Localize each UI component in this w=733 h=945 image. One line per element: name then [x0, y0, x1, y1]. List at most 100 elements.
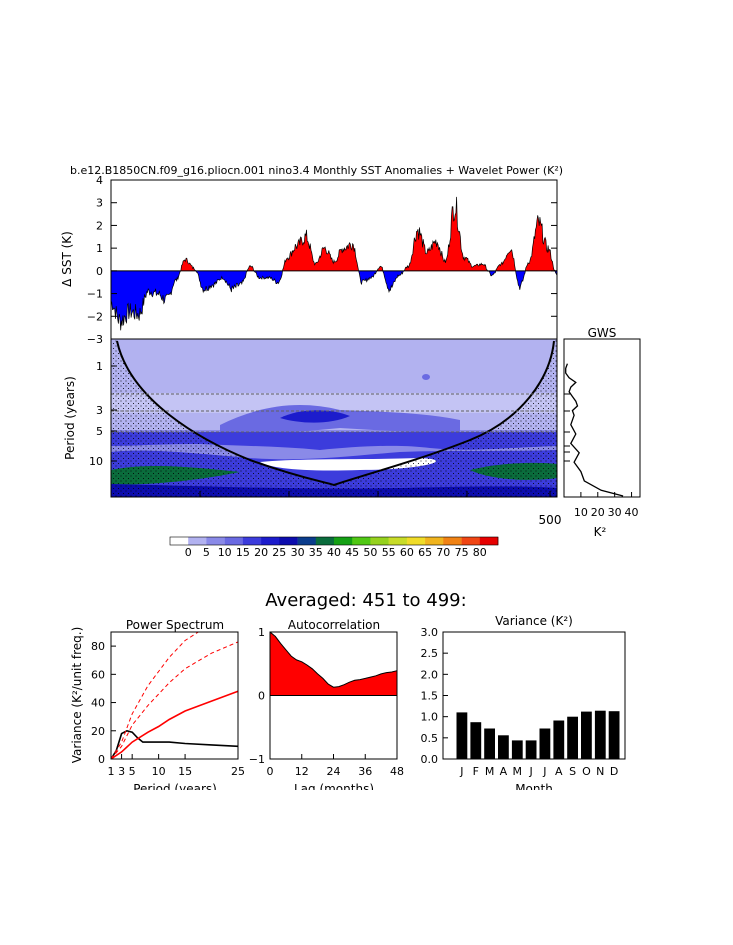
variance-y-tick-label: 1.5 [421, 690, 439, 703]
wavelet-band-5yr [111, 432, 557, 450]
legend-tick-label: 30 [291, 546, 305, 559]
power-spectrum-significance-95 [111, 641, 238, 759]
variance-y-tick-label: 2.0 [421, 668, 439, 681]
figure-title: b.e12.B1850CN.f09_g16.pliocn.001 nino3.4… [70, 164, 563, 177]
legend-tick-label: 70 [436, 546, 450, 559]
legend-swatch [224, 537, 244, 545]
legend-swatch [297, 537, 317, 545]
legend-tick-label: 5 [203, 546, 210, 559]
legend-swatch [242, 537, 262, 545]
variance-month-label: F [473, 765, 479, 778]
sst-y-tick-label: −2 [87, 310, 103, 323]
power-spectrum-panel: Power Spectrum 0 20 40 60 80 1 3 5 10 15 25 Varian… [70, 618, 245, 796]
ps-x-tick-label: 25 [231, 765, 245, 778]
legend-swatch [388, 537, 408, 545]
legend-tick-label: 50 [363, 546, 377, 559]
variance-bar [525, 740, 537, 759]
bottom-crop [60, 790, 660, 830]
autocorrelation-panel: Autocorrelation 10−10 12 24 36 48 Lag (month… [249, 618, 404, 796]
legend-swatch [425, 537, 444, 545]
variance-bar [470, 722, 482, 759]
power-spectrum-y-label: Variance (K²/unit freq.) [70, 627, 84, 764]
legend-tick-label: 25 [272, 546, 286, 559]
wavelet-y-tick-label: 5 [96, 425, 103, 438]
legend-swatch [334, 537, 353, 545]
sst-y-tick-label: 3 [96, 197, 103, 210]
legend-tick-label: 15 [236, 546, 250, 559]
ac-y-tick-label: −1 [249, 753, 265, 766]
variance-bar [498, 735, 509, 759]
ac-x-tick-label: 36 [358, 765, 372, 778]
legend-tick-label: 35 [309, 546, 323, 559]
variance-month-label: O [582, 765, 591, 778]
wavelet-x-tick-500: 500 [539, 513, 562, 527]
sst-anomaly-panel: 4 3 2 1 0 −1 −2 −3 Δ SST (K) [60, 174, 558, 346]
gws-x-tick-label: 40 [625, 506, 639, 519]
power-spectrum-title: Power Spectrum [126, 618, 224, 632]
variance-y-tick-label: 1.0 [421, 711, 439, 724]
ac-x-tick-label: 24 [327, 765, 341, 778]
sst-y-tick-label: 4 [96, 174, 103, 187]
variance-bar [511, 740, 523, 759]
variance-month-label: N [596, 765, 604, 778]
wavelet-small-patch [422, 374, 430, 380]
legend-tick-label: 75 [455, 546, 469, 559]
variance-month-label: M [513, 765, 523, 778]
legend-swatch [352, 537, 371, 545]
sst-y-tick-label: 2 [96, 219, 103, 232]
color-legend: 0 5 10 15 20 25 30 35 40 45 50 55 60 65 70 75 80 [169, 536, 499, 559]
ps-y-tick-label: 20 [91, 725, 105, 738]
variance-y-tick-label: 3.0 [421, 626, 439, 639]
legend-tick-label: 45 [345, 546, 359, 559]
power-spectrum-red-noise [111, 690, 238, 759]
ps-y-tick-label: 80 [91, 640, 105, 653]
wavelet-pale-band [111, 393, 557, 413]
ps-x-tick-label: 5 [129, 765, 136, 778]
wavelet-band-3yr [220, 405, 460, 435]
legend-swatch [261, 537, 280, 545]
legend-swatch [479, 537, 499, 545]
ps-y-tick-label: 60 [91, 668, 105, 681]
wavelet-power-panel: 1 3 5 10 Period (years) 500 [63, 338, 562, 527]
variance-bar [581, 711, 592, 759]
legend-swatch [370, 537, 389, 545]
averaged-label: Averaged: 451 to 499: [265, 590, 466, 611]
variance-bar [553, 720, 565, 759]
sst-y-axis-label: Δ SST (K) [60, 231, 74, 287]
ac-x-tick-label: 0 [267, 765, 274, 778]
legend-swatch [315, 537, 335, 545]
sst-y-tick-label: −3 [87, 333, 103, 346]
gws-x-tick-label: 10 [574, 506, 588, 519]
power-spectrum-spectrum [111, 729, 238, 759]
sst-negative-area [111, 270, 557, 331]
autocorrelation-area [270, 632, 397, 696]
cone-of-influence-stipple [111, 339, 557, 497]
legend-tick-label: 20 [254, 546, 268, 559]
variance-bar [484, 728, 495, 759]
wavelet-y-tick-label: 3 [96, 404, 103, 417]
variance-bar [608, 711, 620, 759]
wavelet-y-axis-label: Period (years) [63, 376, 77, 460]
wavelet-y-tick-label: 1 [96, 360, 103, 373]
legend-swatch [461, 537, 481, 545]
autocorrelation-title: Autocorrelation [288, 618, 380, 632]
variance-bar [456, 712, 468, 759]
variance-bar [539, 728, 551, 759]
sst-positive-area [111, 196, 557, 271]
legend-tick-label: 80 [473, 546, 487, 559]
variance-month-label: J [542, 765, 546, 778]
gws-x-label: K² [594, 525, 607, 539]
sst-y-tick-label: 0 [96, 265, 103, 278]
autocorrelation-line [269, 631, 398, 688]
variance-month-label: A [500, 765, 508, 778]
legend-swatch [188, 537, 207, 545]
legend-swatch [279, 537, 298, 545]
variance-bar [567, 716, 578, 759]
ps-x-tick-label: 3 [118, 765, 125, 778]
legend-tick-label: 65 [418, 546, 432, 559]
variance-month-label: J [459, 765, 463, 778]
legend-tick-label: 10 [218, 546, 232, 559]
legend-swatch [170, 537, 189, 545]
